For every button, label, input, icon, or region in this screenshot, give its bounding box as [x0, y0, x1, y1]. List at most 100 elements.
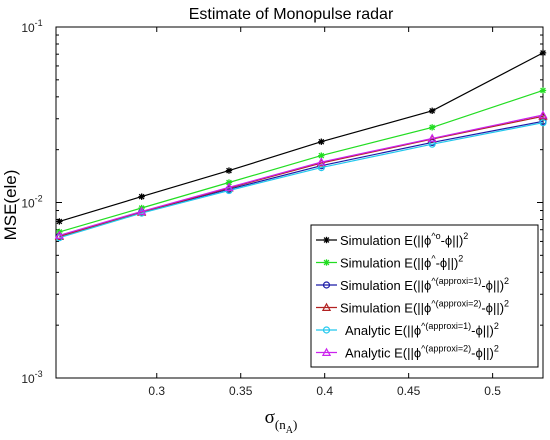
- data-point: [225, 179, 233, 186]
- legend-label-post: -ϕ||): [481, 301, 504, 316]
- x-tick-label: 0.5: [484, 384, 501, 398]
- legend-label-exp: 2: [458, 254, 463, 264]
- data-point: [318, 138, 325, 145]
- legend-label-exp: 2: [504, 299, 509, 309]
- data-point: [539, 49, 547, 57]
- legend-entry-2: Simulation E(||ϕ^-ϕ||)2: [316, 254, 463, 271]
- legend-label-exp: 2: [504, 276, 509, 286]
- legend-label-post: -ϕ||): [471, 323, 494, 338]
- legend-label: Simulation E(||ϕ^(approxi=2)-ϕ||)2: [340, 299, 509, 316]
- legend-marker: [321, 302, 332, 311]
- legend-label: Analytic E(||ϕ^(approxi=2)-ϕ||)2: [345, 344, 499, 361]
- legend-label-pre: Analytic E(||ϕ: [345, 346, 421, 361]
- marker-stroke: [540, 50, 546, 56]
- legend-entry-4: Simulation E(||ϕ^(approxi=2)-ϕ||)2: [316, 299, 509, 316]
- x-tick-label: 0.3: [148, 384, 165, 398]
- series-line: [59, 52, 544, 222]
- legend-marker: [323, 236, 330, 244]
- x-axis-label-subsub: A: [286, 425, 294, 436]
- data-point: [224, 182, 234, 191]
- x-tick-label: 0.4: [316, 384, 333, 398]
- legend-label: Simulation E(||ϕ^-ϕ||)2: [340, 254, 463, 271]
- chart-title: Estimate of Monopulse radar: [189, 6, 394, 23]
- x-tick-label: 0.35: [229, 384, 253, 398]
- legend-label-post: -ϕ||): [471, 346, 494, 361]
- x-axis-label: σ(nA): [265, 407, 298, 436]
- legend-marker: [323, 259, 330, 266]
- legend-label-sup: ^(approxi=1): [431, 276, 481, 286]
- plot-area: 0.3 0.35 0.4 0.45 0.510-310-210-1: [21, 18, 548, 398]
- legend-label-pre: Analytic E(||ϕ: [345, 323, 421, 338]
- y-tick-label: 10-1: [21, 18, 42, 35]
- marker-stroke: [56, 218, 63, 225]
- y-tick-exponent: -2: [35, 194, 43, 204]
- series-5: [55, 119, 547, 242]
- legend-label-sup: ^(approxi=1): [421, 321, 471, 331]
- marker-stroke: [429, 124, 436, 131]
- legend-label-sup: ^: [431, 254, 436, 264]
- series-6: [54, 110, 548, 239]
- legend-label-sup: ^(approxi=2): [421, 344, 471, 354]
- data-point: [428, 124, 436, 131]
- marker-stroke: [540, 87, 546, 94]
- y-tick-mantissa: 10: [21, 197, 35, 211]
- data-point: [138, 193, 145, 200]
- x-axis-label-close: ): [293, 417, 297, 432]
- y-tick-exponent: -1: [35, 18, 43, 28]
- legend-label-exp: 2: [494, 344, 499, 354]
- series-line: [59, 89, 544, 233]
- legend-label: Simulation E(||ϕ^o-ϕ||)2: [340, 231, 468, 248]
- data-point: [56, 218, 63, 225]
- legend-label: Simulation E(||ϕ^(approxi=1)-ϕ||)2: [340, 276, 509, 293]
- legend-label-pre: Simulation E(||ϕ: [340, 256, 431, 271]
- axis-labels: MSE(ele) σ(nA): [1, 170, 297, 436]
- series-2: [56, 87, 547, 236]
- legend-box: [310, 224, 539, 368]
- legend-label-sup: ^(approxi=2): [431, 299, 481, 309]
- series-line: [59, 114, 544, 236]
- marker-stroke: [323, 259, 330, 266]
- marker-stroke: [318, 138, 325, 145]
- legend-entry-5: Analytic E(||ϕ^(approxi=1)-ϕ||)2: [316, 321, 499, 338]
- series-4: [54, 111, 548, 240]
- legend-label-pre: Simulation E(||ϕ: [340, 233, 431, 248]
- marker-stroke: [226, 179, 232, 186]
- x-tick-label: 0.45: [397, 384, 421, 398]
- legend-entry-1: Simulation E(||ϕ^o-ϕ||)2: [316, 231, 468, 248]
- y-tick-mantissa: 10: [21, 21, 35, 35]
- legend-label-exp: 2: [494, 321, 499, 331]
- marker-stroke: [323, 237, 330, 243]
- y-tick-label: 10-3: [21, 369, 42, 386]
- y-axis-label: MSE(ele): [1, 170, 20, 241]
- data-point: [137, 206, 147, 215]
- y-tick-mantissa: 10: [21, 372, 35, 386]
- series-line: [59, 120, 544, 238]
- legend-marker: [322, 281, 331, 289]
- data-point: [539, 119, 547, 127]
- y-tick-label: 10-2: [21, 194, 42, 211]
- legend-label-sup: ^o: [431, 231, 440, 241]
- legend-marker: [321, 347, 332, 356]
- legend-label-post: -ϕ||): [436, 256, 459, 271]
- legend-label-pre: Simulation E(||ϕ: [340, 278, 431, 293]
- data-point: [225, 167, 233, 174]
- data-point: [538, 110, 548, 119]
- legend-marker: [322, 326, 331, 334]
- legend-label-pre: Simulation E(||ϕ: [340, 301, 431, 316]
- data-point: [539, 87, 547, 94]
- y-tick-exponent: -3: [35, 369, 43, 379]
- series-line: [59, 115, 544, 238]
- series-1: [56, 49, 547, 225]
- marker-stroke: [318, 152, 325, 159]
- marker-stroke: [226, 167, 232, 174]
- marker-stroke: [429, 107, 436, 114]
- legend-entry-3: Simulation E(||ϕ^(approxi=1)-ϕ||)2: [316, 276, 509, 293]
- x-axis-label-symbol: σ: [265, 407, 275, 428]
- legend-label-exp: 2: [463, 231, 468, 241]
- legend-label-post: -ϕ||): [481, 278, 504, 293]
- legend-entry-6: Analytic E(||ϕ^(approxi=2)-ϕ||)2: [316, 344, 499, 361]
- series-line: [59, 122, 544, 239]
- marker-stroke: [138, 193, 145, 200]
